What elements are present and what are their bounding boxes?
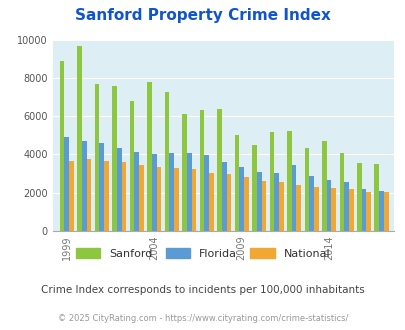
Bar [139, 165, 143, 231]
Bar [274, 173, 278, 231]
Bar [69, 161, 74, 231]
Bar [129, 101, 134, 231]
Bar [86, 159, 91, 231]
Bar [186, 152, 191, 231]
Bar [164, 92, 169, 231]
Bar [77, 46, 82, 231]
Bar [169, 153, 174, 231]
Bar [348, 189, 353, 231]
Bar [278, 182, 283, 231]
Bar [378, 191, 383, 231]
Bar [117, 148, 121, 231]
Legend: Sanford, Florida, National: Sanford, Florida, National [75, 248, 330, 259]
Bar [226, 174, 231, 231]
Text: Sanford Property Crime Index: Sanford Property Crime Index [75, 8, 330, 23]
Bar [366, 192, 370, 231]
Bar [330, 188, 335, 231]
Bar [343, 182, 348, 231]
Bar [122, 162, 126, 231]
Bar [204, 155, 209, 231]
Bar [373, 164, 378, 231]
Bar [361, 189, 366, 231]
Bar [64, 137, 69, 231]
Bar [112, 85, 117, 231]
Bar [339, 152, 343, 231]
Bar [104, 161, 109, 231]
Bar [82, 141, 86, 231]
Bar [269, 132, 274, 231]
Bar [286, 131, 291, 231]
Bar [252, 145, 256, 231]
Bar [99, 143, 104, 231]
Bar [239, 167, 243, 231]
Bar [209, 173, 213, 231]
Bar [151, 154, 156, 231]
Bar [326, 180, 330, 231]
Bar [191, 169, 196, 231]
Bar [134, 151, 139, 231]
Bar [217, 109, 221, 231]
Bar [296, 185, 301, 231]
Bar [94, 83, 99, 231]
Bar [234, 135, 239, 231]
Bar [243, 178, 248, 231]
Bar [156, 167, 161, 231]
Bar [356, 163, 361, 231]
Bar [383, 192, 388, 231]
Bar [199, 111, 204, 231]
Text: © 2025 CityRating.com - https://www.cityrating.com/crime-statistics/: © 2025 CityRating.com - https://www.city… [58, 314, 347, 323]
Bar [321, 141, 326, 231]
Bar [221, 162, 226, 231]
Bar [256, 172, 261, 231]
Bar [147, 82, 151, 231]
Bar [60, 61, 64, 231]
Text: Crime Index corresponds to incidents per 100,000 inhabitants: Crime Index corresponds to incidents per… [41, 285, 364, 295]
Bar [174, 168, 178, 231]
Bar [313, 187, 318, 231]
Bar [182, 114, 186, 231]
Bar [291, 165, 296, 231]
Bar [261, 181, 266, 231]
Bar [304, 148, 309, 231]
Bar [309, 177, 313, 231]
